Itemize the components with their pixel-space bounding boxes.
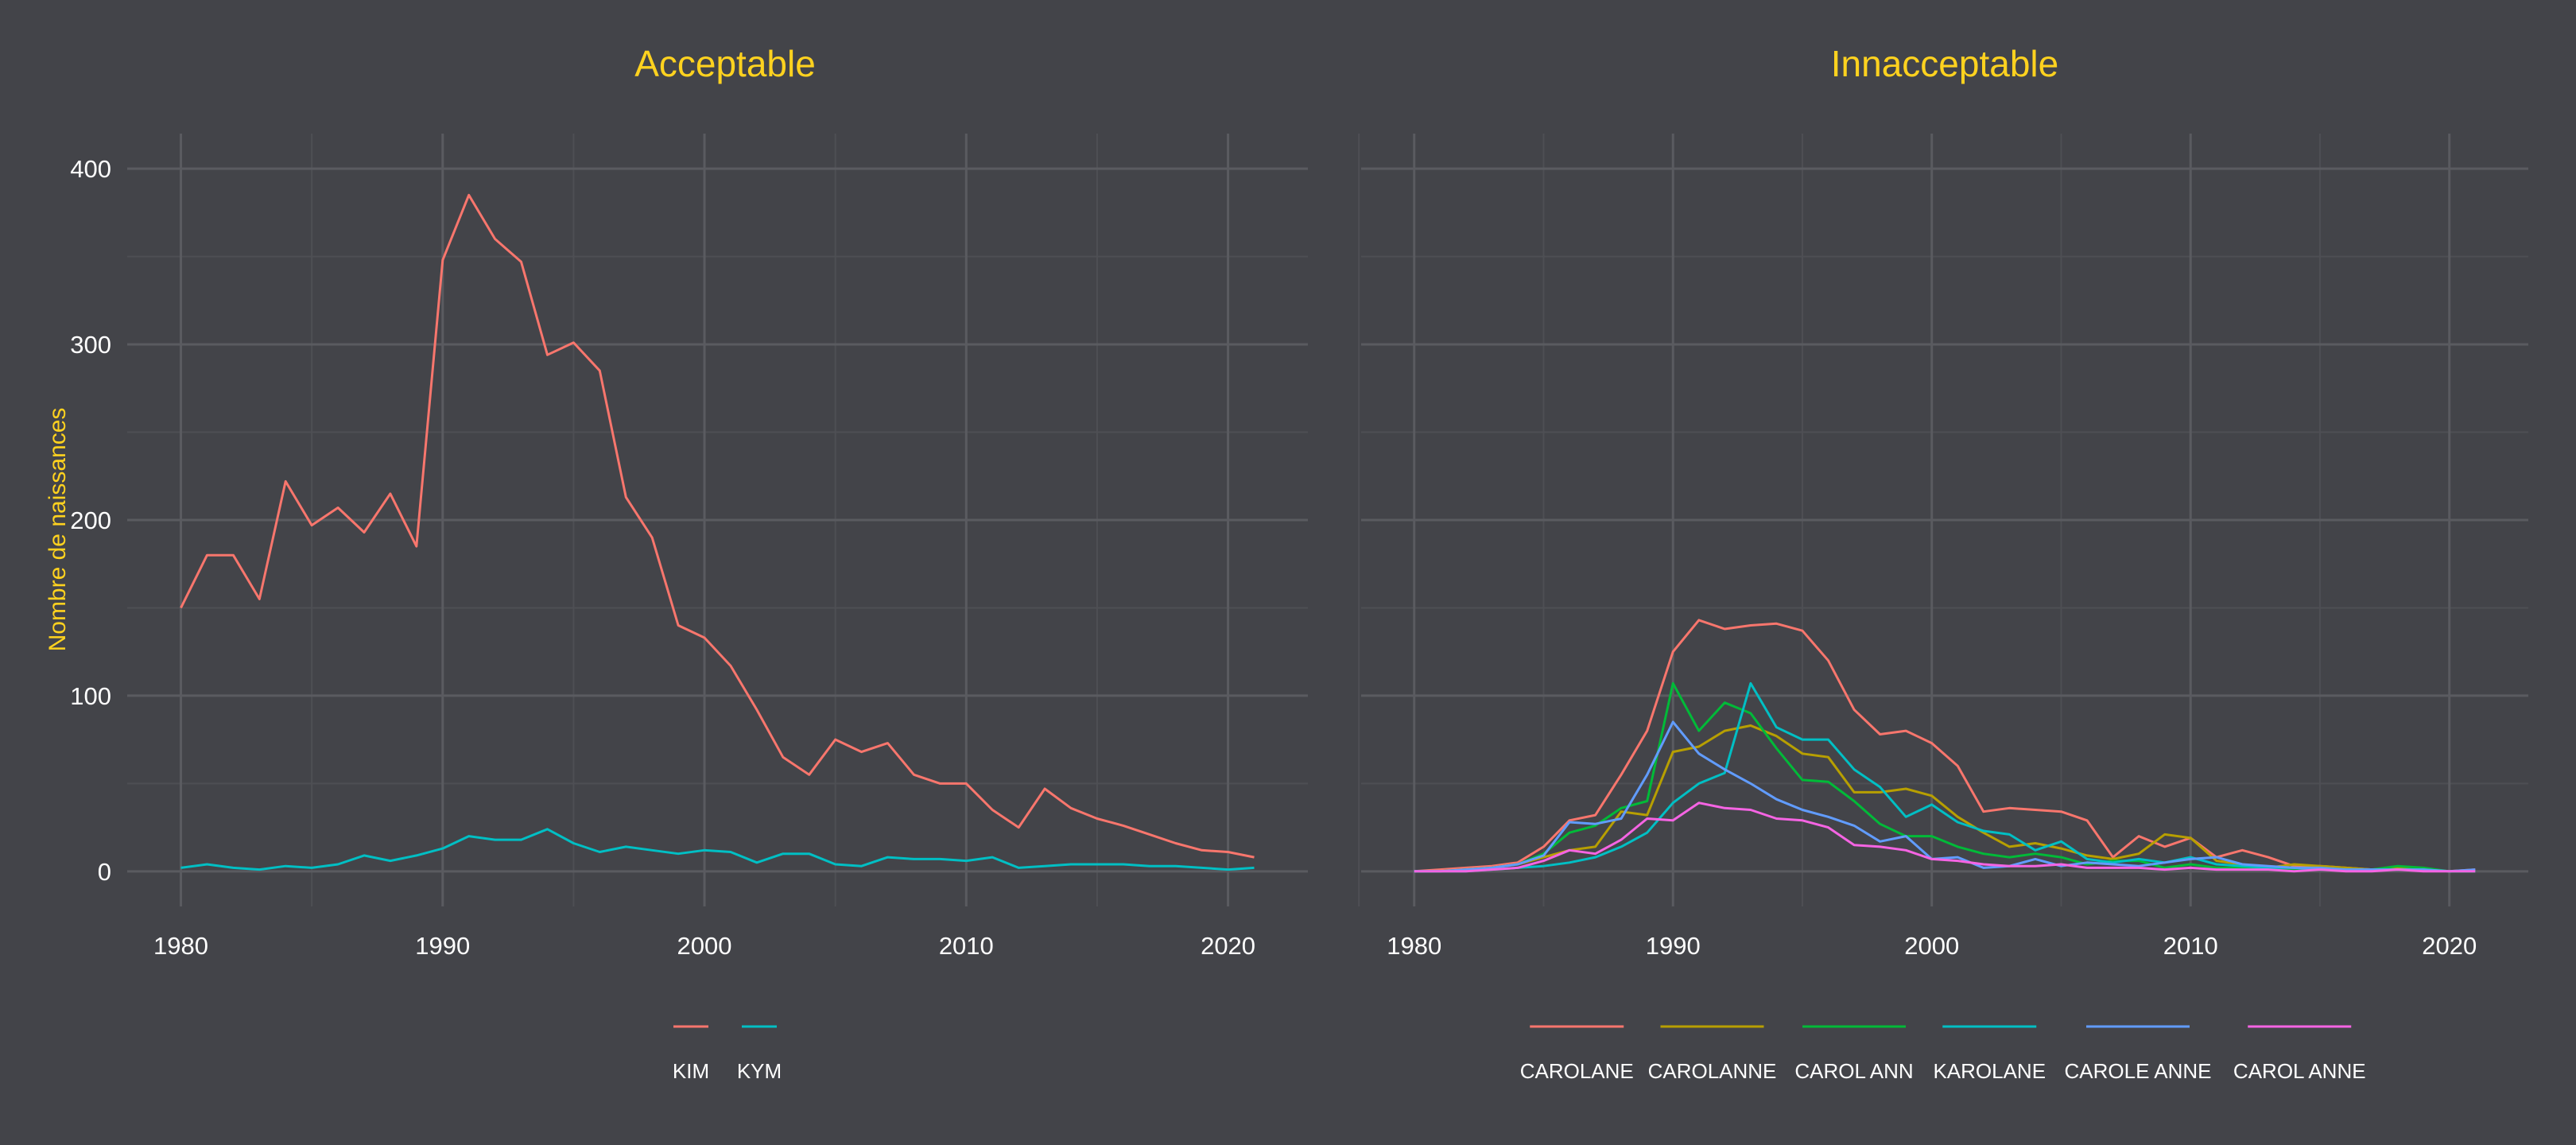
series-line-carol-anne — [1414, 802, 2476, 873]
legend-label: CAROLANE — [1520, 1059, 1634, 1083]
panel-acceptable: 1980 1990 2000 2010 2020 0 100 200 300 400 Accepta… — [70, 43, 1360, 1083]
legend-label: KIM — [673, 1059, 709, 1083]
y-tick-label: 100 — [70, 682, 111, 710]
x-tick-label: 1980 — [153, 932, 208, 960]
x-tick-label: 2010 — [939, 932, 994, 960]
legend-label: CAROL ANN — [1794, 1059, 1913, 1083]
panel-title: Acceptable — [634, 43, 816, 84]
y-tick-label: 300 — [70, 331, 111, 359]
series-line-kym — [180, 828, 1255, 871]
legend-label: CAROL ANNE — [2233, 1059, 2366, 1083]
x-tick-label: 2000 — [1904, 932, 1959, 960]
series-line-carolanne — [1414, 724, 2476, 873]
panel-innacceptable: 1980 1990 2000 2010 2020 Innacceptable CAROLAN… — [1361, 43, 2528, 1083]
legend: KIM KYM — [673, 1025, 782, 1083]
x-tick-label: 2020 — [1201, 932, 1255, 960]
series-line-carole-anne — [1414, 720, 2476, 873]
legend-label: KYM — [737, 1059, 782, 1083]
legend-label: CAROLANNE — [1648, 1059, 1777, 1083]
legend-label: CAROLE ANNE — [2065, 1059, 2212, 1083]
y-tick-label: 200 — [70, 507, 111, 534]
x-tick-label: 1990 — [415, 932, 470, 960]
y-tick-label: 0 — [98, 858, 111, 886]
series-line-kim — [180, 193, 1255, 859]
x-tick-label: 2010 — [2163, 932, 2218, 960]
y-tick-label: 400 — [70, 155, 111, 183]
y-axis-label: Nombre de naissances — [45, 408, 71, 652]
legend: CAROLANE CAROLANNE CAROL ANN KAROLANE CAROLE… — [1520, 1025, 2366, 1083]
x-tick-label: 1990 — [1646, 932, 1701, 960]
series-line-carolane — [1414, 619, 2476, 873]
panel-title: Innacceptable — [1831, 43, 2058, 84]
x-tick-label: 2000 — [677, 932, 732, 960]
x-tick-label: 2020 — [2422, 932, 2477, 960]
legend-label: KAROLANE — [1933, 1059, 2046, 1083]
x-tick-label: 1980 — [1387, 932, 1441, 960]
